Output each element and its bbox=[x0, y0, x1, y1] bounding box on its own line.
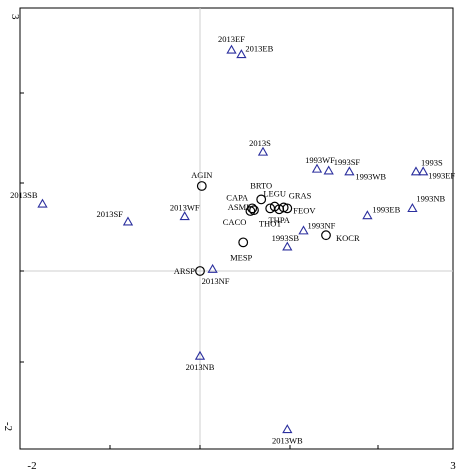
species-circle-marker bbox=[321, 230, 331, 241]
point-label: 1993SF bbox=[334, 157, 361, 167]
point-label: LEGU bbox=[263, 189, 286, 199]
point-label: 1993WF bbox=[305, 155, 335, 165]
sample-triangle-marker bbox=[37, 198, 48, 208]
sample-triangle-marker bbox=[257, 146, 269, 156]
x-min-label: -2 bbox=[27, 460, 36, 472]
sample-triangle-marker bbox=[344, 166, 355, 176]
sample-triangle-marker bbox=[418, 166, 429, 176]
point-label: 1993S bbox=[421, 158, 443, 168]
point-label: 1993NF bbox=[308, 221, 336, 231]
point-label: THOT bbox=[259, 218, 282, 228]
sample-triangle-marker bbox=[194, 350, 206, 360]
point-label: 2013WB bbox=[272, 435, 303, 445]
point-label: 2013NB bbox=[186, 362, 215, 372]
point-label: ARSP bbox=[174, 266, 196, 276]
point-label: 1993EB bbox=[372, 205, 400, 215]
species-circle-marker bbox=[274, 204, 285, 215]
species-circle-marker bbox=[238, 237, 249, 248]
point-label: 2013S bbox=[249, 138, 271, 148]
sample-triangle-marker bbox=[236, 49, 247, 59]
point-label: 2013SB bbox=[10, 190, 38, 200]
sample-triangle-marker bbox=[207, 263, 218, 273]
point-label: 1993WB bbox=[355, 172, 386, 182]
point-label: 1993EF bbox=[428, 171, 455, 181]
sample-triangle-marker bbox=[298, 225, 309, 235]
point-label: MESP bbox=[230, 252, 252, 262]
point-label: GRAS bbox=[289, 190, 312, 200]
y-max-label: 3 bbox=[9, 14, 21, 20]
point-label: 2013NF bbox=[202, 276, 230, 286]
point-label: 2013EB bbox=[245, 43, 273, 53]
sample-triangle-marker bbox=[282, 424, 293, 434]
x-max-label: 3 bbox=[450, 460, 456, 472]
point-label: 2013SF bbox=[97, 209, 124, 219]
species-circle-marker bbox=[278, 202, 289, 213]
species-circle-marker bbox=[249, 205, 259, 216]
point-label: AGIN bbox=[191, 170, 212, 180]
point-label: 2013EF bbox=[218, 34, 245, 44]
sample-triangle-marker bbox=[226, 44, 237, 54]
sample-triangle-marker bbox=[179, 211, 190, 221]
sample-triangle-marker bbox=[323, 165, 334, 175]
species-circle-marker bbox=[196, 181, 207, 191]
species-circle-marker bbox=[245, 206, 256, 216]
point-label: FEOV bbox=[293, 205, 316, 215]
y-min-label: -2 bbox=[2, 422, 14, 431]
species-circle-marker bbox=[256, 194, 267, 205]
sample-triangle-marker bbox=[122, 216, 134, 226]
point-label: 1993SB bbox=[272, 233, 300, 243]
point-label: CACO bbox=[223, 217, 247, 227]
sample-triangle-marker bbox=[282, 241, 293, 251]
point-label: CAPA bbox=[226, 192, 249, 202]
sample-triangle-marker bbox=[362, 210, 373, 220]
species-circle-marker bbox=[247, 203, 258, 214]
species-circle-marker bbox=[195, 266, 205, 276]
plot-frame bbox=[19, 7, 454, 450]
sample-triangle-marker bbox=[410, 166, 422, 176]
sample-triangle-marker bbox=[407, 203, 418, 213]
sample-triangle-marker bbox=[311, 163, 323, 173]
point-label: BRTO bbox=[250, 180, 272, 190]
point-label: THPA bbox=[268, 215, 290, 225]
point-label: 1993NB bbox=[416, 193, 445, 203]
point-label: 2013WF bbox=[170, 202, 200, 212]
point-label: KOCR bbox=[336, 233, 360, 243]
point-label: ASMI bbox=[228, 202, 249, 212]
